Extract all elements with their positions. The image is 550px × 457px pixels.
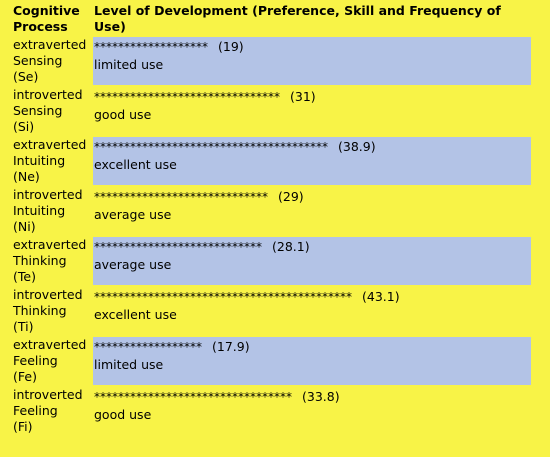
header-col2-line2: Use): [94, 19, 126, 34]
score-bar-line: *************************************** (…: [94, 137, 530, 157]
table-header-row: Cognitive Process Level of Development (…: [12, 2, 531, 35]
process-cell: extraverted Thinking (Te): [12, 237, 91, 285]
process-cell: introverted Thinking (Ti): [12, 287, 91, 335]
level-cell: *************************************** (…: [93, 137, 531, 185]
star-bar: *******************: [94, 40, 208, 54]
process-cell: introverted Intuiting (Ni): [12, 187, 91, 235]
level-cell: ******************* (19) limited use: [93, 37, 531, 85]
level-cell: ********************************* (33.8) …: [93, 387, 531, 435]
star-bar: *********************************: [94, 390, 292, 404]
process-orientation: extraverted: [13, 37, 87, 52]
process-abbr: (Fi): [13, 419, 33, 434]
table-row: introverted Thinking (Ti) **************…: [12, 287, 531, 335]
table-row: introverted Intuiting (Ni) *************…: [12, 187, 531, 235]
header-level-of-development: Level of Development (Preference, Skill …: [93, 2, 531, 35]
process-orientation: introverted: [13, 387, 83, 402]
process-orientation: introverted: [13, 87, 83, 102]
header-col1-line1: Cognitive: [13, 3, 80, 18]
score-value: (31): [290, 89, 316, 104]
process-function: Thinking: [13, 303, 67, 318]
level-cell: **************************** (28.1) avera…: [93, 237, 531, 285]
process-function: Feeling: [13, 403, 58, 418]
score-value: (38.9): [338, 139, 376, 154]
process-cell: introverted Sensing (Si): [12, 87, 91, 135]
process-function: Intuiting: [13, 203, 66, 218]
score-value: (29): [278, 189, 304, 204]
process-function: Intuiting: [13, 153, 66, 168]
process-abbr: (Ti): [13, 319, 34, 334]
process-abbr: (Ne): [13, 169, 40, 184]
table-row: extraverted Sensing (Se) ***************…: [12, 37, 531, 85]
usage-level: limited use: [94, 357, 164, 372]
process-cell: introverted Feeling (Fi): [12, 387, 91, 435]
score-value: (33.8): [302, 389, 340, 404]
process-cell: extraverted Sensing (Se): [12, 37, 91, 85]
star-bar: ****************************: [94, 240, 262, 254]
usage-level: good use: [94, 107, 152, 122]
table-row: extraverted Thinking (Te) **************…: [12, 237, 531, 285]
usage-level: limited use: [94, 57, 164, 72]
process-abbr: (Ni): [13, 219, 36, 234]
process-function: Sensing: [13, 103, 63, 118]
usage-level: average use: [94, 207, 172, 222]
level-cell: ******************************* (31) good…: [93, 87, 531, 135]
level-cell: ****************************************…: [93, 287, 531, 335]
process-function: Feeling: [13, 353, 58, 368]
score-value: (28.1): [272, 239, 310, 254]
score-bar-line: ******************************* (31): [94, 87, 530, 107]
usage-level: good use: [94, 407, 152, 422]
table-row: extraverted Intuiting (Ne) *************…: [12, 137, 531, 185]
usage-level: excellent use: [94, 307, 177, 322]
score-value: (17.9): [212, 339, 250, 354]
process-orientation: extraverted: [13, 337, 87, 352]
score-value: (43.1): [362, 289, 400, 304]
usage-level: average use: [94, 257, 172, 272]
score-bar-line: ***************************** (29): [94, 187, 530, 207]
star-bar: ****************************************…: [94, 290, 352, 304]
score-bar-line: ********************************* (33.8): [94, 387, 530, 407]
process-cell: extraverted Feeling (Fe): [12, 337, 91, 385]
process-abbr: (Si): [13, 119, 35, 134]
process-orientation: extraverted: [13, 237, 87, 252]
process-function: Thinking: [13, 253, 67, 268]
level-cell: ***************************** (29) averag…: [93, 187, 531, 235]
score-value: (19): [218, 39, 244, 54]
star-bar: ******************: [94, 340, 202, 354]
table-row: extraverted Feeling (Fe) ***************…: [12, 337, 531, 385]
star-bar: ***************************************: [94, 140, 328, 154]
header-col1-line2: Process: [13, 19, 68, 34]
star-bar: *******************************: [94, 90, 280, 104]
score-bar-line: ****************************************…: [94, 287, 530, 307]
header-cognitive-process: Cognitive Process: [12, 2, 91, 35]
star-bar: *****************************: [94, 190, 268, 204]
level-cell: ****************** (17.9) limited use: [93, 337, 531, 385]
table-row: introverted Sensing (Si) ***************…: [12, 87, 531, 135]
process-cell: extraverted Intuiting (Ne): [12, 137, 91, 185]
process-orientation: introverted: [13, 187, 83, 202]
process-abbr: (Se): [13, 69, 39, 84]
score-bar-line: **************************** (28.1): [94, 237, 530, 257]
process-function: Sensing: [13, 53, 63, 68]
score-bar-line: ******************* (19): [94, 37, 530, 57]
table-row: introverted Feeling (Fi) ***************…: [12, 387, 531, 435]
process-orientation: extraverted: [13, 137, 87, 152]
score-bar-line: ****************** (17.9): [94, 337, 530, 357]
process-abbr: (Te): [13, 269, 36, 284]
process-abbr: (Fe): [13, 369, 37, 384]
header-col2-line1: Level of Development (Preference, Skill …: [94, 3, 501, 18]
cognitive-process-table: Cognitive Process Level of Development (…: [10, 0, 533, 437]
process-orientation: introverted: [13, 287, 83, 302]
usage-level: excellent use: [94, 157, 177, 172]
